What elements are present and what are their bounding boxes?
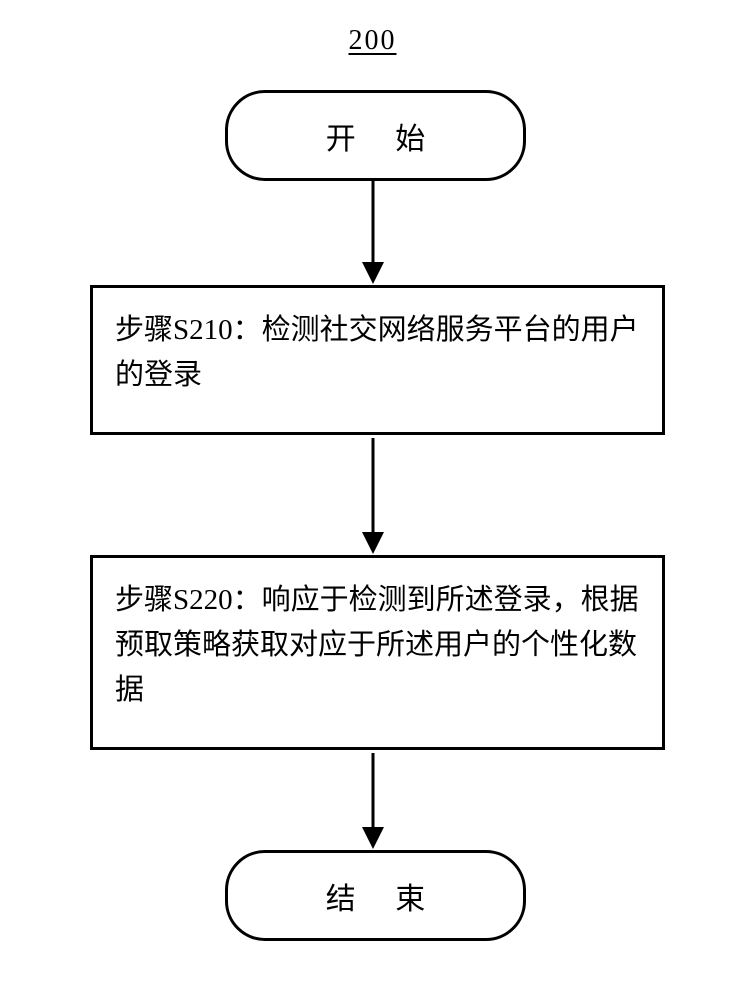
edge-step2-end-line [371, 753, 374, 827]
start-label: 开 始 [310, 114, 442, 158]
edge-step1-step2-arrow [362, 532, 384, 554]
step2-label: 步骤S220：响应于检测到所述登录，根据预取策略获取对应于所述用户的个性化数据 [115, 584, 639, 706]
figure-number: 200 [349, 25, 397, 57]
step2-node: 步骤S220：响应于检测到所述登录，根据预取策略获取对应于所述用户的个性化数据 [90, 555, 665, 750]
edge-step1-step2-line [371, 438, 374, 532]
edge-step2-end-arrow [362, 827, 384, 849]
flowchart-canvas: 200 开 始 步骤S210：检测社交网络服务平台的用户的登录 步骤S220：响… [0, 0, 745, 1000]
end-label: 结 束 [310, 874, 442, 918]
step1-label: 步骤S210：检测社交网络服务平台的用户的登录 [115, 314, 639, 391]
start-node: 开 始 [225, 90, 526, 181]
edge-start-step1-arrow [362, 262, 384, 284]
edge-start-step1-line [371, 178, 374, 262]
end-node: 结 束 [225, 850, 526, 941]
step1-node: 步骤S210：检测社交网络服务平台的用户的登录 [90, 285, 665, 435]
